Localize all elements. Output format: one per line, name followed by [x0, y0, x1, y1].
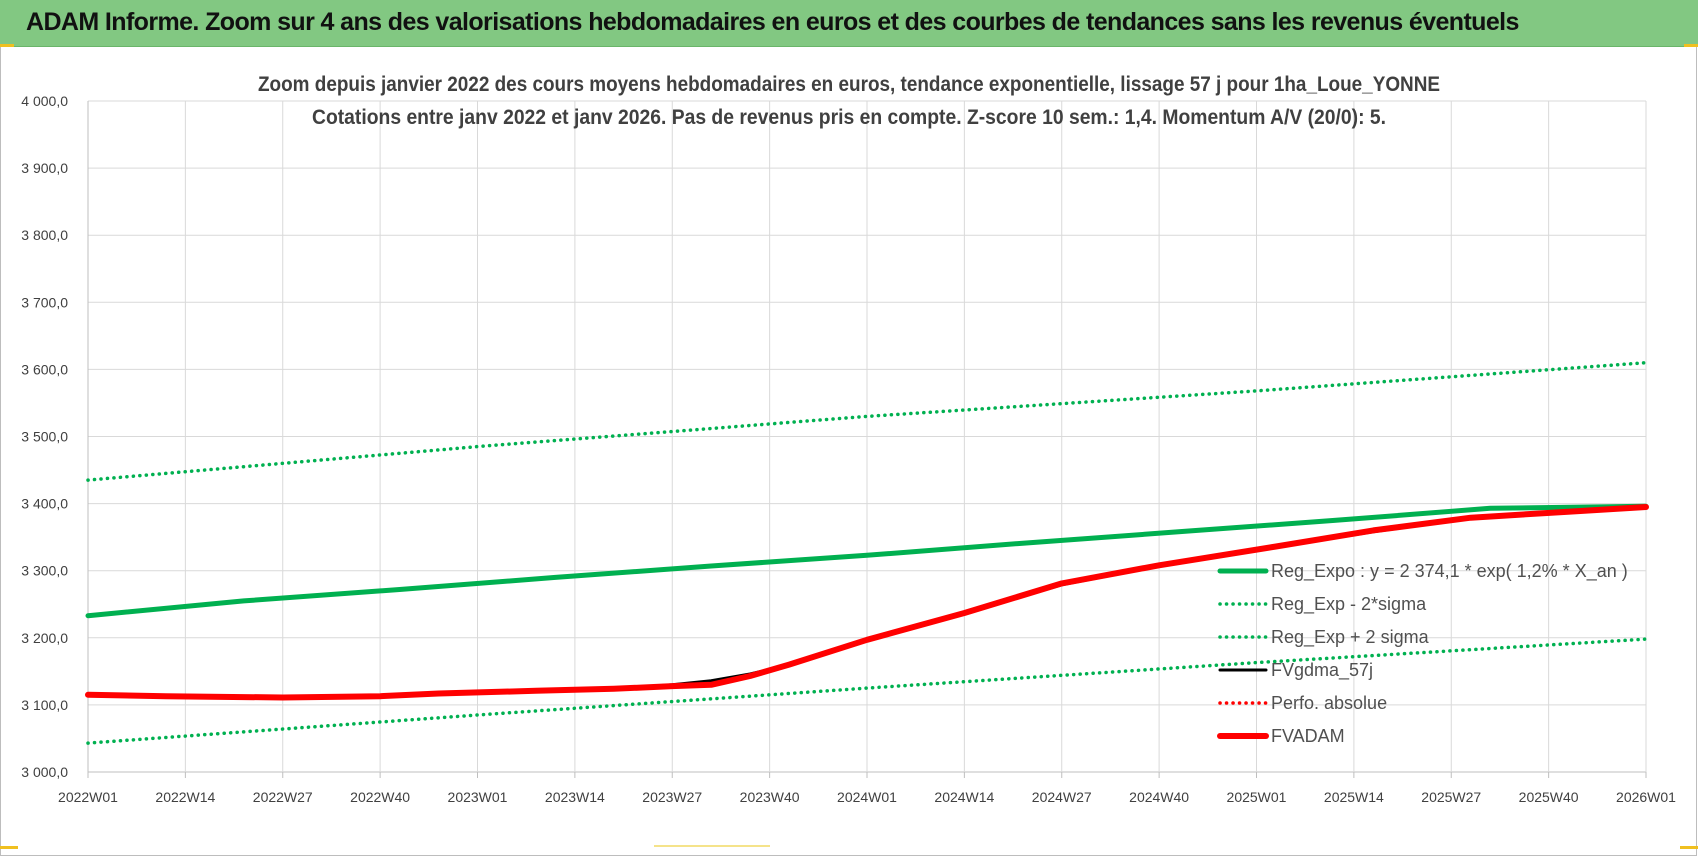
axes: 3 000,0 3 100,0 3 200,0 3 300,0 3 400,0 3 500…: [21, 93, 1676, 805]
x-tick-label: 2022W01: [58, 789, 118, 805]
x-tick-label: 2022W27: [253, 789, 313, 805]
x-tick-label: 2025W27: [1421, 789, 1481, 805]
x-tick-label: 2024W27: [1032, 789, 1092, 805]
legend-label: Reg_Exp - 2*sigma: [1271, 594, 1427, 615]
x-tick-label: 2022W14: [155, 789, 215, 805]
legend-label: Reg_Exp + 2 sigma: [1271, 627, 1430, 648]
x-tick-label: 2022W40: [350, 789, 410, 805]
legend-label: Reg_Expo : y = 2 374,1 * exp( 1,2% * X_a…: [1271, 561, 1628, 582]
y-tick-label: 3 200,0: [21, 630, 68, 646]
corner-marker-top-right: [1684, 44, 1698, 47]
chart-frame: [0, 46, 1697, 856]
gridlines: [87, 100, 1647, 773]
banner-title: ADAM Informe. Zoom sur 4 ans des valoris…: [26, 8, 1519, 36]
y-tick-label: 3 400,0: [21, 496, 68, 512]
legend-label: FVADAM: [1271, 726, 1345, 746]
legend: Reg_Expo : y = 2 374,1 * exp( 1,2% * X_a…: [1217, 561, 1628, 746]
chart-title-line-1: Zoom depuis janvier 2022 des cours moyen…: [258, 73, 1440, 96]
y-tick-label: 3 300,0: [21, 563, 68, 579]
chart-title-line-2: Cotations entre janv 2022 et janv 2026. …: [312, 106, 1386, 129]
series-line-fvadam: [85, 504, 1649, 701]
series-line-reg-expo-y-2-374-1-exp-1-2-x-an: [85, 503, 1649, 619]
title-banner: ADAM Informe. Zoom sur 4 ans des valoris…: [0, 0, 1698, 47]
y-tick-label: 3 700,0: [21, 294, 68, 310]
corner-marker-bottom-left: [0, 846, 18, 849]
y-tick-label: 3 800,0: [21, 227, 68, 243]
y-tick-label: 3 000,0: [21, 764, 68, 780]
y-tick-label: 4 000,0: [21, 93, 68, 109]
x-tick-label: 2023W27: [642, 789, 702, 805]
corner-marker-bottom-mid: [654, 845, 770, 847]
corner-marker-bottom-right: [1680, 846, 1698, 849]
y-tick-label: 3 900,0: [21, 160, 68, 176]
y-tick-label: 3 600,0: [21, 361, 68, 377]
x-tick-label: 2024W14: [934, 789, 994, 805]
x-tick-label: 2023W14: [545, 789, 605, 805]
x-tick-label: 2024W40: [1129, 789, 1189, 805]
x-tick-label: 2025W01: [1227, 789, 1287, 805]
series-line-reg-exp-2-sigma: [86, 360, 1648, 482]
x-tick-label: 2024W01: [837, 789, 897, 805]
x-tick-label: 2023W40: [740, 789, 800, 805]
corner-marker-top-left: [0, 44, 14, 47]
x-tick-label: 2025W14: [1324, 789, 1384, 805]
x-tick-label: 2023W01: [448, 789, 508, 805]
x-tick-label: 2025W40: [1519, 789, 1579, 805]
legend-label: FVgdma_57j: [1271, 660, 1373, 681]
legend-label: Perfo. absolue: [1271, 693, 1387, 713]
x-tick-label: 2026W01: [1616, 789, 1676, 805]
y-tick-label: 3 100,0: [21, 697, 68, 713]
series-line-reg-exp-2-sigma: [86, 637, 1648, 745]
y-tick-label: 3 500,0: [21, 429, 68, 445]
series-lines: [85, 360, 1649, 745]
